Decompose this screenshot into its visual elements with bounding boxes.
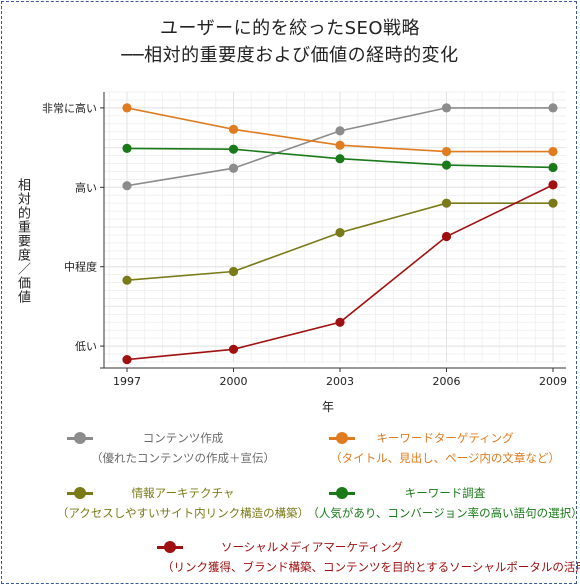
- x-axis-label: 年: [322, 400, 335, 414]
- data-point-s5-2006: [441, 231, 452, 242]
- x-tick-label: 2006: [433, 375, 461, 388]
- x-tick-label: 2009: [539, 375, 567, 388]
- legend-marker-1: [67, 432, 93, 444]
- data-point-s5-2000: [228, 344, 239, 354]
- data-point-s1-2009: [548, 103, 558, 113]
- x-tick-label: 2003: [326, 375, 354, 388]
- data-point-s5-1997: [122, 355, 132, 365]
- legend-series-name: ソーシャルメディアマーケティング: [220, 540, 404, 554]
- y-tick-label: 低い: [75, 340, 97, 353]
- legend-marker-dot: [74, 432, 86, 444]
- data-point-s3-2006: [441, 198, 452, 208]
- data-point-s3-1997: [122, 275, 132, 285]
- legend-series-description: （アクセスしやすいサイト内リンク構造の構築）: [56, 506, 310, 520]
- data-point-s3-2000: [228, 266, 239, 277]
- legend-marker-dot: [164, 541, 176, 553]
- legend-marker-dot: [74, 487, 86, 499]
- legend-series-name: コンテンツ作成: [142, 431, 224, 445]
- legend-entry-5: ソーシャルメディアマーケティング （リンク獲得、ブランド構築、コンテンツを目的とす…: [162, 537, 580, 577]
- legend-marker-3: [67, 487, 93, 499]
- chart-title-line-2: ──相対的重要度および価値の経時的変化: [121, 45, 459, 66]
- x-tick-label: 1997: [113, 375, 141, 388]
- legend-series-name: キーワードターゲティング: [376, 431, 514, 445]
- y-tick-label: 非常に高い: [42, 101, 97, 115]
- data-point-s1-1997: [122, 181, 132, 191]
- legend-series-description: （優れたコンテンツの作成＋宣伝）: [91, 451, 275, 465]
- data-point-s5-2009: [548, 180, 558, 190]
- data-point-s1-2006: [441, 103, 452, 113]
- legend-marker-dot: [336, 487, 348, 499]
- legend-series-name: 情報アーキテクチャ: [131, 486, 235, 500]
- data-point-s2-2006: [441, 146, 452, 157]
- legend-series-description: （人気があり、コンバージョン率の高い語句の選択）: [307, 506, 580, 520]
- legend-marker-4: [329, 487, 355, 499]
- data-point-s4-2000: [228, 144, 239, 154]
- y-tick-label: 中程度: [64, 260, 97, 274]
- data-point-s4-2006: [441, 160, 452, 170]
- data-point-s4-2003: [335, 154, 345, 164]
- data-point-s2-1997: [122, 103, 132, 113]
- legend-series-description: （リンク獲得、ブランド構築、コンテンツを目的とするソーシャルポータルの活用）: [162, 560, 580, 574]
- chart-title-line-1: ユーザーに的を絞ったSEO戦略: [159, 18, 421, 39]
- legend-entry-2: キーワードターゲティング （タイトル、見出し、ページ内の文章など）: [295, 428, 580, 468]
- x-tick-label: 2000: [220, 375, 248, 388]
- legend-series-description: （タイトル、見出し、ページ内の文章など）: [330, 451, 560, 465]
- legend-series-name: キーワード調査: [404, 486, 486, 500]
- legend-entry-1: コンテンツ作成 （優れたコンテンツの作成＋宣伝）: [33, 428, 333, 468]
- legend-marker-2: [329, 432, 355, 444]
- legend-entry-3: 情報アーキテクチャ （アクセスしやすいサイト内リンク構造の構築）: [33, 483, 333, 523]
- y-axis-label: 相対的重要度／価値: [15, 178, 30, 304]
- data-point-s2-2003: [335, 140, 345, 150]
- legend-entry-4: キーワード調査 （人気があり、コンバージョン率の高い語句の選択）: [295, 483, 580, 523]
- data-point-s5-2003: [335, 317, 345, 327]
- data-point-s1-2000: [228, 163, 239, 173]
- data-point-s2-2009: [548, 146, 558, 157]
- data-point-s1-2003: [335, 126, 345, 136]
- data-point-s4-1997: [122, 143, 132, 153]
- data-point-s2-2000: [228, 124, 239, 134]
- legend-marker-5: [157, 541, 183, 553]
- data-point-s3-2003: [335, 227, 345, 238]
- data-point-s3-2009: [548, 198, 558, 208]
- y-tick-label: 高い: [75, 180, 97, 194]
- legend-marker-dot: [336, 432, 348, 444]
- data-point-s4-2009: [548, 162, 558, 173]
